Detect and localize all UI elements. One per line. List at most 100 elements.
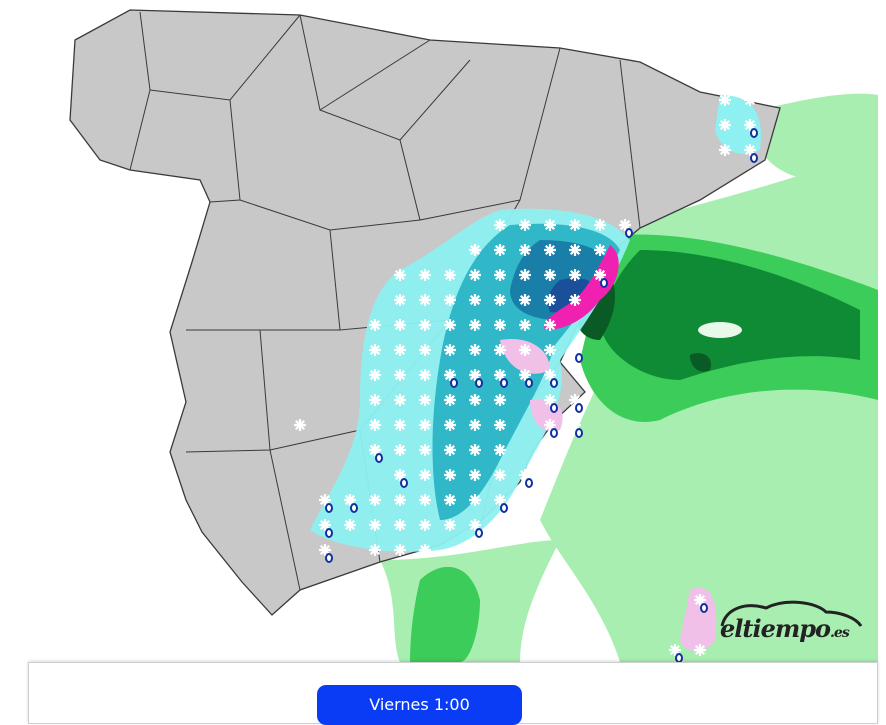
snowflake-icon	[494, 344, 506, 356]
sleet-icon	[550, 378, 558, 388]
snowflake-icon	[319, 544, 331, 556]
snowflake-icon	[319, 519, 331, 531]
sleet-icon	[600, 278, 608, 288]
sleet-icon	[750, 128, 758, 138]
snowflake-icon	[419, 319, 431, 331]
snowflake-icon	[494, 419, 506, 431]
snowflake-icon	[444, 294, 456, 306]
snowflake-icon	[544, 244, 556, 256]
snowflake-icon	[394, 344, 406, 356]
snowflake-icon	[469, 244, 481, 256]
snowflake-icon	[444, 344, 456, 356]
snowflake-icon	[394, 444, 406, 456]
snowflake-icon	[519, 369, 531, 381]
snowflake-icon	[369, 394, 381, 406]
sleet-icon	[475, 378, 483, 388]
snowflake-icon	[394, 294, 406, 306]
snowflake-icon	[519, 319, 531, 331]
snowflake-icon	[494, 319, 506, 331]
sleet-icon	[750, 153, 758, 163]
snowflake-icon	[419, 544, 431, 556]
snowflake-icon	[444, 394, 456, 406]
snowflake-icon	[544, 369, 556, 381]
snowflake-icon	[744, 144, 756, 156]
snowflake-icon	[744, 94, 756, 106]
snowflake-icon	[544, 269, 556, 281]
sleet-icon	[375, 453, 383, 463]
snowflake-icon	[519, 269, 531, 281]
snowflake-icon	[469, 494, 481, 506]
snowflake-icon	[394, 519, 406, 531]
snowflake-icon	[369, 494, 381, 506]
snowflake-icon	[419, 294, 431, 306]
snowflake-icon	[444, 269, 456, 281]
snowflake-icon	[369, 544, 381, 556]
snowflake-icon	[469, 444, 481, 456]
snowflake-icon	[694, 594, 706, 606]
weather-map	[69, 9, 878, 662]
snowflake-icon	[519, 294, 531, 306]
snowflake-icon	[469, 319, 481, 331]
snowflake-icon	[669, 644, 681, 656]
eltiempo-logo: eltiempo.es	[716, 598, 866, 652]
sleet-icon	[575, 428, 583, 438]
snowflake-icon	[394, 394, 406, 406]
snowflake-icon	[494, 394, 506, 406]
snowflake-icon	[519, 469, 531, 481]
snowflake-icon	[444, 419, 456, 431]
sleet-icon	[675, 653, 683, 662]
snowflake-icon	[369, 419, 381, 431]
sleet-icon	[500, 503, 508, 513]
snowflake-icon	[369, 519, 381, 531]
snowflake-icon	[369, 444, 381, 456]
snowflake-icon	[544, 219, 556, 231]
snowflake-icon	[569, 419, 581, 431]
snowflake-icon	[444, 319, 456, 331]
snowflake-icon	[494, 369, 506, 381]
snowflake-icon	[619, 219, 631, 231]
snowflake-icon	[494, 494, 506, 506]
time-selector-button[interactable]: Viernes 1:00	[317, 685, 522, 725]
sleet-icon	[525, 378, 533, 388]
snowflake-icon	[719, 94, 731, 106]
snowflake-icon	[744, 119, 756, 131]
rain-layer	[380, 93, 878, 662]
snowflake-icon	[394, 494, 406, 506]
snowflake-icon	[469, 469, 481, 481]
sleet-icon	[700, 603, 708, 613]
sleet-icon	[550, 403, 558, 413]
snowflake-icon	[594, 244, 606, 256]
time-control-panel: Viernes 1:00	[28, 662, 878, 725]
snowflake-icon	[419, 519, 431, 531]
sleet-icon	[325, 553, 333, 563]
sleet-icon	[350, 503, 358, 513]
sleet-icon	[575, 353, 583, 363]
snowflake-icon	[594, 269, 606, 281]
snowflake-icon	[294, 419, 306, 431]
snowflake-icon	[419, 269, 431, 281]
snowflake-icon	[569, 294, 581, 306]
snowflake-icon	[419, 419, 431, 431]
snowflake-icon	[469, 369, 481, 381]
snowflake-icon	[419, 444, 431, 456]
snowflake-icon	[494, 219, 506, 231]
cloud-logo-icon	[720, 600, 863, 627]
snowflake-icon	[344, 519, 356, 531]
sleet-icon	[475, 528, 483, 538]
snowflake-icon	[369, 344, 381, 356]
snowflake-icon	[494, 444, 506, 456]
snowflake-icon	[394, 269, 406, 281]
snowflake-icon	[469, 419, 481, 431]
snowflake-icon	[394, 469, 406, 481]
snowflake-icon	[719, 119, 731, 131]
snowflake-icon	[419, 494, 431, 506]
logo-text: eltiempo.es	[720, 614, 850, 643]
snowflake-icon	[419, 394, 431, 406]
snowflake-icon	[494, 244, 506, 256]
snowflake-icon	[369, 319, 381, 331]
snowflake-icon	[469, 344, 481, 356]
sleet-icon	[625, 228, 633, 238]
snowflake-icon	[544, 344, 556, 356]
sleet-icon	[450, 378, 458, 388]
snowflake-icon	[344, 494, 356, 506]
